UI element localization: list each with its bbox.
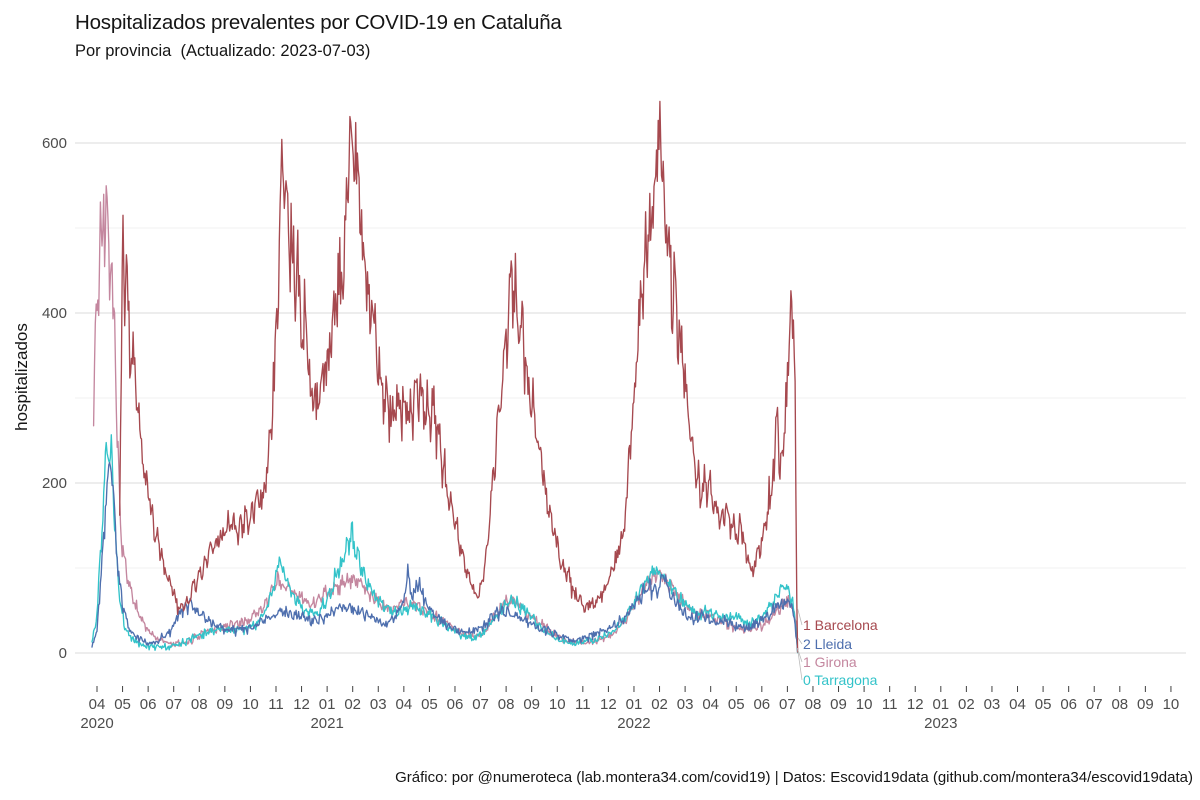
year-label: 2023 <box>924 715 957 732</box>
legend-label-barcelona: 1 Barcelona <box>803 617 878 633</box>
month-tick-label: 04 <box>1009 696 1026 713</box>
month-tick-label: 08 <box>805 696 822 713</box>
month-tick-label: 01 <box>626 696 643 713</box>
y-tick-label: 400 <box>42 305 67 322</box>
month-tick-label: 10 <box>242 696 259 713</box>
chart-caption: Gráfico: por @numeroteca (lab.montera34.… <box>395 769 1193 786</box>
month-tick-label: 03 <box>370 696 387 713</box>
month-tick-label: 07 <box>779 696 796 713</box>
month-tick-label: 02 <box>651 696 668 713</box>
month-tick-label: 04 <box>89 696 106 713</box>
series-line-girona <box>92 185 799 653</box>
month-tick-label: 06 <box>447 696 464 713</box>
y-tick-label: 600 <box>42 135 67 152</box>
month-tick-label: 11 <box>268 696 284 713</box>
month-tick-label: 04 <box>395 696 412 713</box>
month-tick-label: 02 <box>958 696 975 713</box>
series-line-lleida <box>91 462 799 652</box>
month-tick-label: 11 <box>882 696 898 713</box>
legend-leader-line <box>797 637 803 645</box>
series-line-barcelona <box>119 100 799 653</box>
chart-subtitle: Por provincia (Actualizado: 2023-07-03) <box>75 42 371 60</box>
month-tick-label: 09 <box>523 696 540 713</box>
month-tick-label: 12 <box>600 696 617 713</box>
month-tick-label: 01 <box>319 696 336 713</box>
year-label: 2021 <box>310 715 343 732</box>
year-label: 2020 <box>80 715 113 732</box>
month-tick-label: 09 <box>217 696 234 713</box>
month-tick-label: 11 <box>575 696 591 713</box>
chart-title: Hospitalizados prevalentes por COVID-19 … <box>75 11 562 34</box>
month-tick-label: 05 <box>1035 696 1052 713</box>
month-tick-label: 06 <box>140 696 157 713</box>
month-tick-label: 06 <box>1060 696 1077 713</box>
month-tick-label: 10 <box>1163 696 1180 713</box>
year-label: 2022 <box>617 715 650 732</box>
month-tick-label: 07 <box>1086 696 1103 713</box>
y-tick-label: 0 <box>59 645 67 662</box>
month-tick-label: 07 <box>472 696 489 713</box>
month-tick-label: 04 <box>702 696 719 713</box>
month-tick-label: 12 <box>907 696 924 713</box>
month-tick-label: 09 <box>830 696 847 713</box>
legend-leader-line <box>797 607 803 626</box>
month-tick-label: 09 <box>1137 696 1154 713</box>
y-tick-label: 200 <box>42 475 67 492</box>
month-tick-label: 12 <box>293 696 310 713</box>
month-tick-label: 01 <box>932 696 949 713</box>
legend-leader-line <box>797 649 803 663</box>
month-tick-label: 05 <box>114 696 131 713</box>
month-tick-label: 06 <box>753 696 770 713</box>
series-line-tarragona <box>91 434 799 654</box>
month-tick-label: 03 <box>677 696 694 713</box>
month-tick-label: 10 <box>856 696 873 713</box>
month-tick-label: 02 <box>344 696 361 713</box>
month-tick-label: 08 <box>1111 696 1128 713</box>
month-tick-label: 03 <box>984 696 1001 713</box>
month-tick-label: 08 <box>498 696 515 713</box>
month-tick-label: 07 <box>165 696 182 713</box>
legend-leader-line <box>797 647 803 681</box>
legend-label-girona: 1 Girona <box>803 654 857 670</box>
legend-label-lleida: 2 Lleida <box>803 636 853 652</box>
month-tick-label: 10 <box>549 696 566 713</box>
month-tick-label: 05 <box>421 696 438 713</box>
legend-label-tarragona: 0 Tarragona <box>803 672 878 688</box>
month-tick-label: 08 <box>191 696 208 713</box>
month-tick-label: 05 <box>728 696 745 713</box>
